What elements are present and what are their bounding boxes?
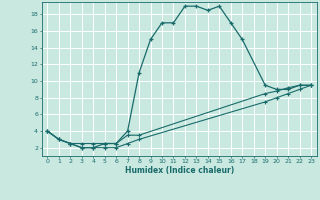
X-axis label: Humidex (Indice chaleur): Humidex (Indice chaleur) <box>124 166 234 175</box>
